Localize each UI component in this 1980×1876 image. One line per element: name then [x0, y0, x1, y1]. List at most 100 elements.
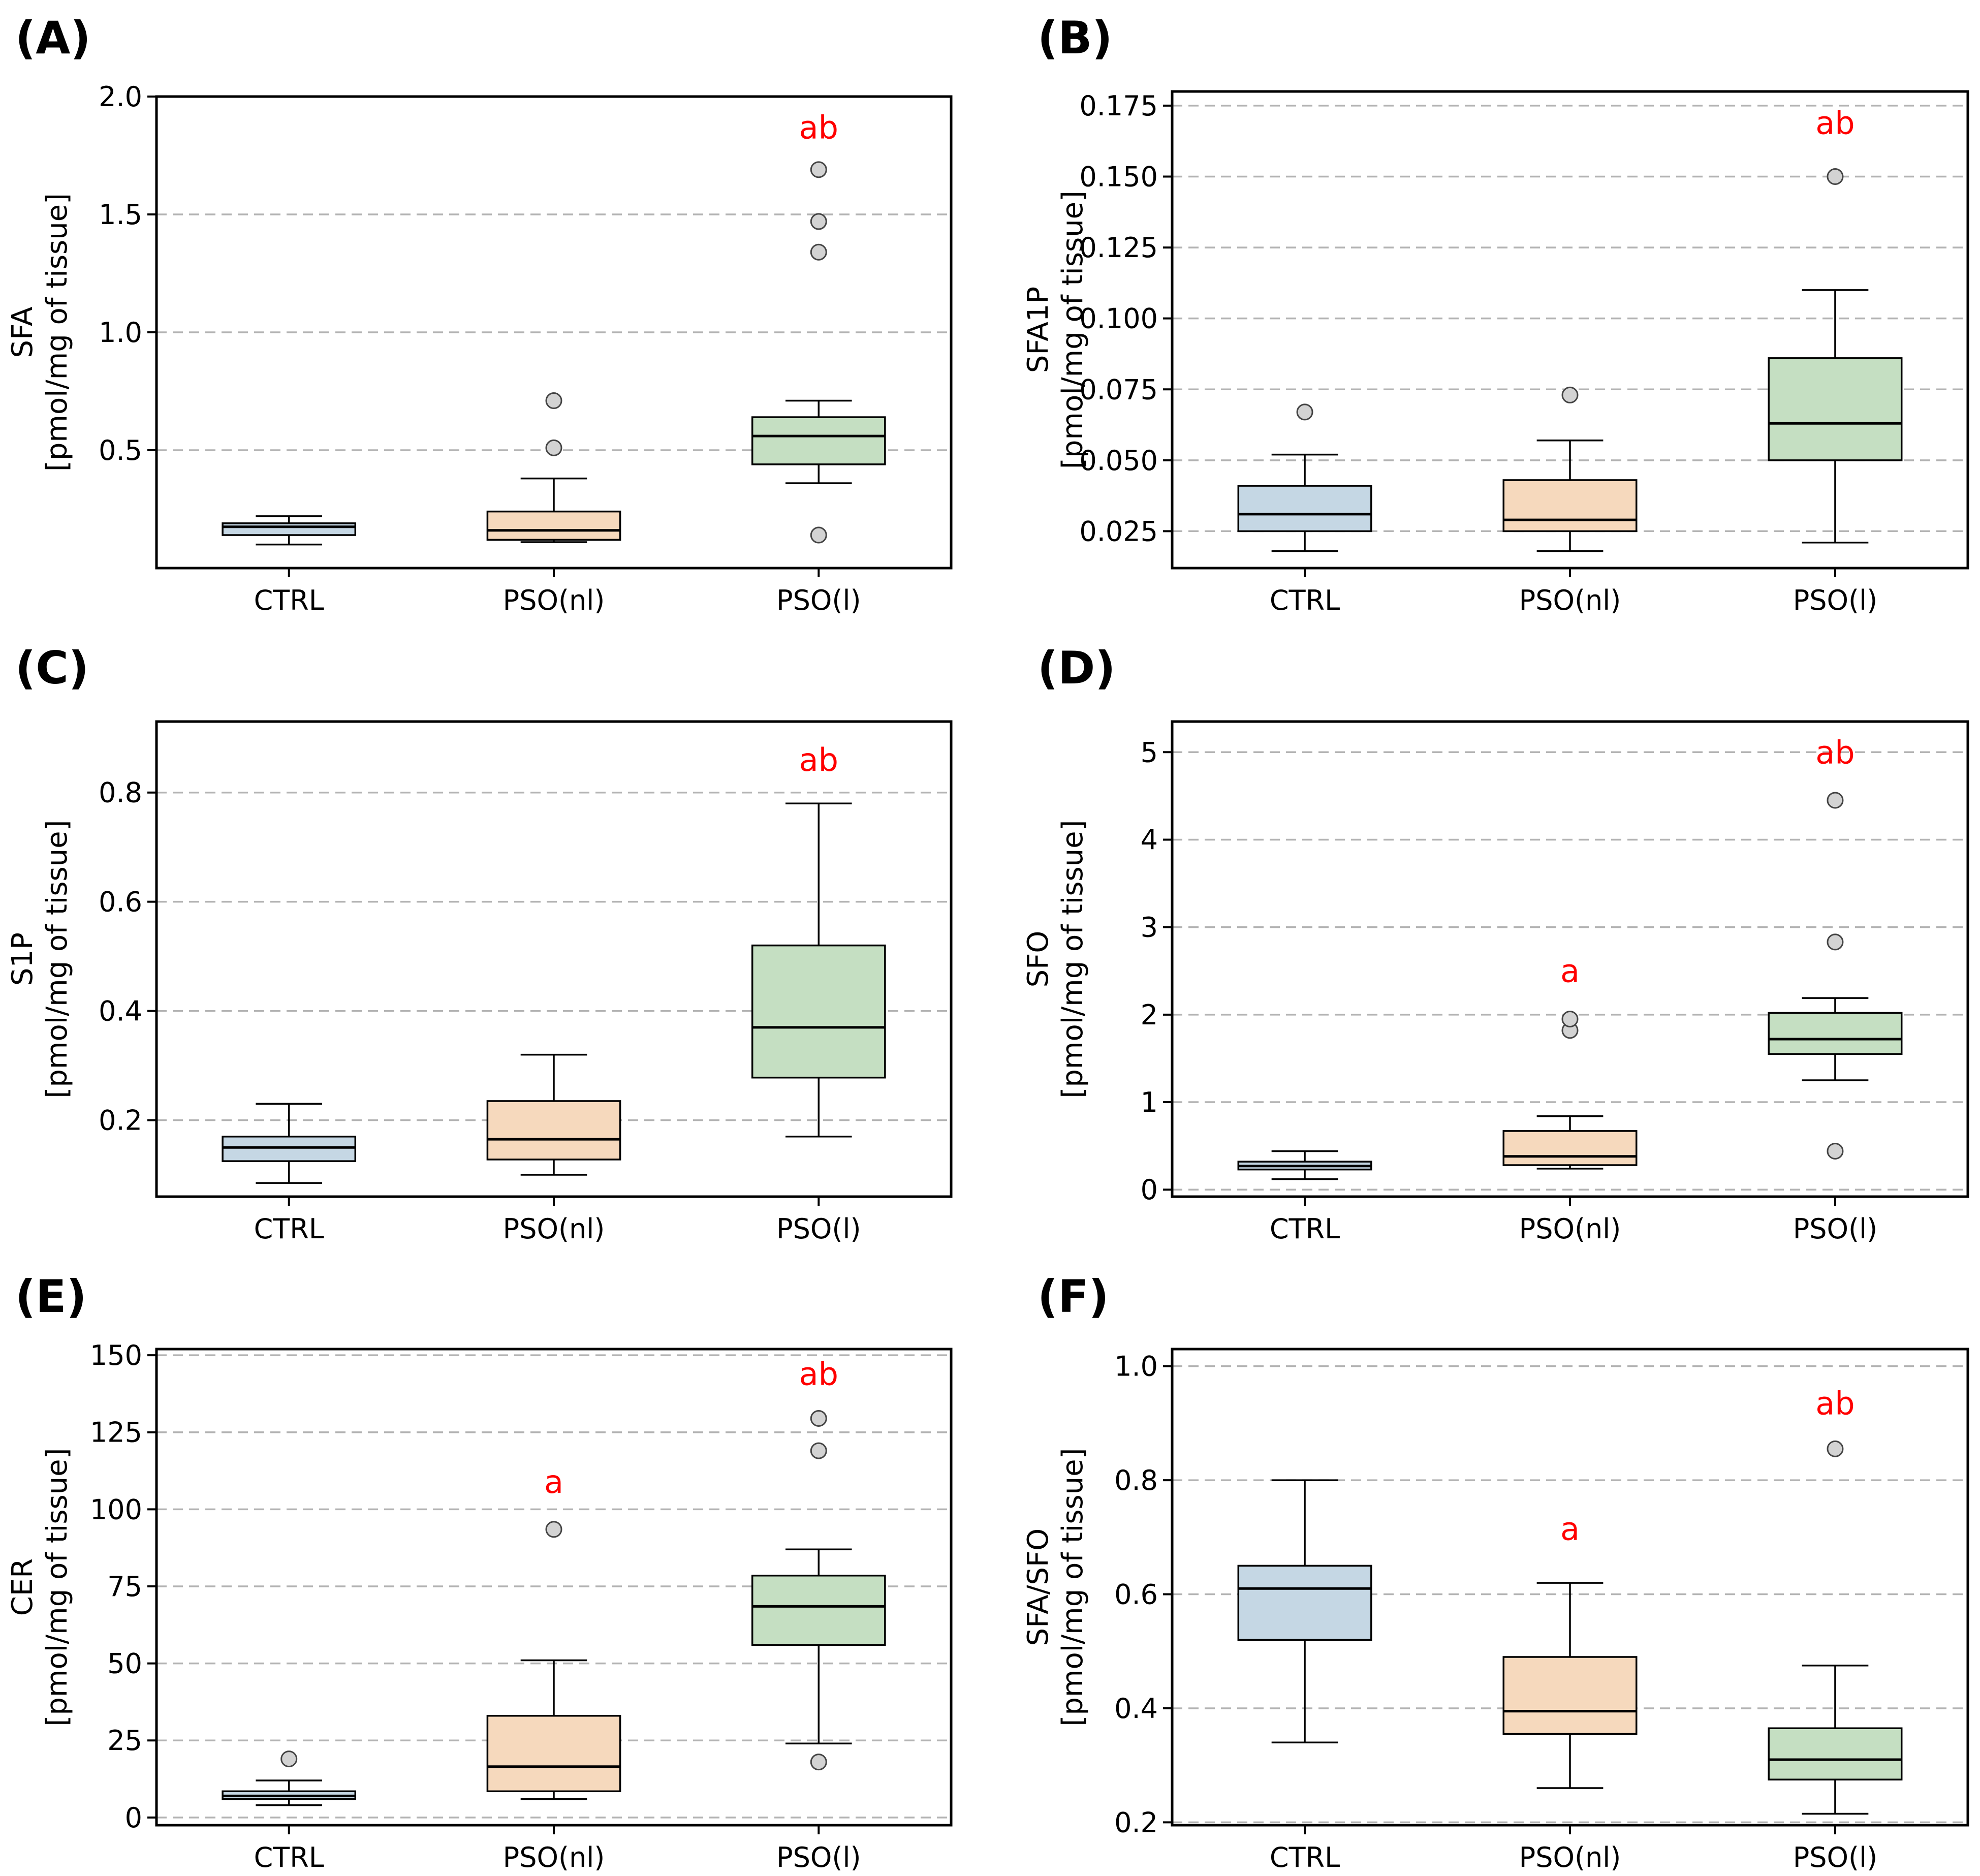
box-b-1: [1502, 386, 1638, 552]
y-tick-label: 0.075: [1079, 373, 1158, 405]
x-tick-label: PSO(nl): [1519, 584, 1621, 616]
y-tick-label: 50: [107, 1648, 142, 1680]
box-e-1: [486, 1521, 621, 1800]
y-tick-label: 0.8: [1114, 1464, 1158, 1496]
outlier-point: [810, 1754, 827, 1771]
panel-e: (E) 0 25 50 75 100 125 150 CER[pmol/mg of tissue…: [6, 1270, 953, 1873]
x-tick-label: PSO(nl): [503, 1213, 605, 1245]
y-axis-label-line: [pmol/mg of tissue]: [1056, 820, 1089, 1099]
x-tick-label: PSO(l): [1793, 1841, 1877, 1873]
box-c-2: [751, 802, 886, 1138]
box-iqr: [486, 510, 621, 541]
plot-frame: [1171, 720, 1969, 1198]
x-tick-label: PSO(nl): [1519, 1841, 1621, 1873]
outlier-point: [810, 161, 827, 178]
y-axis-label-line: [pmol/mg of tissue]: [41, 193, 74, 472]
significance-label: ab: [1815, 1385, 1855, 1422]
box-iqr: [751, 416, 886, 465]
y-tick-label: 0.175: [1079, 90, 1158, 122]
x-tick-label: PSO(nl): [503, 1841, 605, 1873]
y-tick-label: 0.2: [99, 1105, 142, 1137]
x-tick-label: CTRL: [254, 1213, 324, 1245]
x-tick-label: CTRL: [254, 1841, 324, 1873]
y-axis-label: CER[pmol/mg of tissue]: [6, 1448, 74, 1727]
significance-label: a: [1560, 953, 1580, 990]
y-axis-label-line: [pmol/mg of tissue]: [41, 820, 74, 1099]
y-axis-label-line: CER: [6, 1558, 39, 1616]
box-iqr: [1768, 357, 1903, 461]
significance-label: a: [1560, 1510, 1580, 1547]
box-iqr: [751, 944, 886, 1079]
box-b-0: [1237, 403, 1372, 552]
box-iqr: [1237, 485, 1372, 533]
panel-label-d: (D): [1038, 642, 1115, 694]
outlier-point: [1827, 1142, 1844, 1160]
y-axis-label: SFO[pmol/mg of tissue]: [1022, 820, 1089, 1099]
y-tick-label: 0.150: [1079, 161, 1158, 193]
x-tick-label: PSO(l): [1793, 1213, 1877, 1245]
outlier-point: [810, 243, 827, 261]
panel-d: (D) 0 1 2 3 4 5 SFO[pmol/mg of tissue] CTRL PSO(n…: [1022, 642, 1969, 1245]
box-e-0: [222, 1750, 357, 1806]
y-tick-label: 0.025: [1079, 515, 1158, 547]
y-axis-label-line: SFA1P: [1022, 287, 1055, 373]
outlier-point: [545, 1521, 562, 1538]
box-b-2: [1768, 168, 1903, 544]
box-iqr: [1502, 1656, 1638, 1735]
x-tick-label: PSO(nl): [503, 584, 605, 616]
outlier-point: [1296, 403, 1313, 421]
plot-frame: [1171, 90, 1969, 570]
y-tick-label: 125: [90, 1417, 142, 1449]
y-tick-label: 0.8: [99, 777, 142, 809]
significance-label: a: [544, 1463, 563, 1500]
box-c-1: [486, 1053, 621, 1176]
x-tick-label: PSO(l): [776, 1213, 861, 1245]
panel-label-c: (C): [15, 642, 89, 694]
x-tick-label: PSO(nl): [1519, 1213, 1621, 1245]
box-c-0: [222, 1103, 357, 1184]
outlier-point: [1561, 386, 1579, 403]
significance-label: ab: [1815, 104, 1855, 141]
panel-label-a: (A): [15, 12, 91, 64]
x-tick-label: CTRL: [1270, 1213, 1340, 1245]
plot-frame: [1171, 1348, 1969, 1827]
panel-label-b: (B): [1038, 12, 1113, 64]
x-tick-label: CTRL: [254, 584, 324, 616]
y-tick-label: 0.5: [99, 434, 142, 466]
box-iqr: [1502, 1130, 1638, 1166]
plot-frame: [155, 1348, 953, 1827]
x-tick-label: CTRL: [1270, 1841, 1340, 1873]
panel-a: (A) 0.5 1.0 1.5 2.0 SFA[pmol/mg of tissue] CTR…: [6, 12, 953, 616]
panel-label-f: (F): [1038, 1270, 1109, 1323]
outlier-point: [545, 439, 562, 456]
outlier-point: [810, 1410, 827, 1427]
box-iqr: [1502, 479, 1638, 533]
y-axis-label-line: SFO: [1022, 931, 1055, 988]
significance-label: ab: [799, 1356, 838, 1393]
plot-frame: [155, 95, 953, 570]
y-tick-label: 2: [1141, 999, 1158, 1031]
box-iqr: [751, 1575, 886, 1646]
y-tick-label: 1: [1141, 1086, 1158, 1118]
outlier-point: [545, 392, 562, 410]
significance-label: ab: [799, 109, 838, 146]
y-tick-label: 75: [107, 1571, 142, 1603]
panel-label-e: (E): [15, 1270, 87, 1323]
y-tick-label: 0: [125, 1802, 142, 1834]
box-iqr: [486, 1714, 621, 1793]
box-iqr: [1768, 1727, 1903, 1780]
y-tick-label: 1.0: [99, 317, 142, 349]
y-axis-label-line: S1P: [6, 932, 39, 986]
box-e-2: [751, 1410, 886, 1771]
y-tick-label: 4: [1141, 824, 1158, 856]
outlier-point: [1827, 792, 1844, 809]
y-tick-label: 2.0: [99, 81, 142, 113]
box-iqr: [1237, 1565, 1372, 1641]
outlier-point: [1827, 933, 1844, 951]
outlier-point: [810, 1442, 827, 1459]
outlier-point: [810, 213, 827, 230]
box-d-2: [1768, 792, 1903, 1160]
y-axis-label-line: SFA/SFO: [1022, 1528, 1055, 1646]
y-tick-label: 1.0: [1114, 1351, 1158, 1383]
y-tick-label: 0.050: [1079, 445, 1158, 477]
